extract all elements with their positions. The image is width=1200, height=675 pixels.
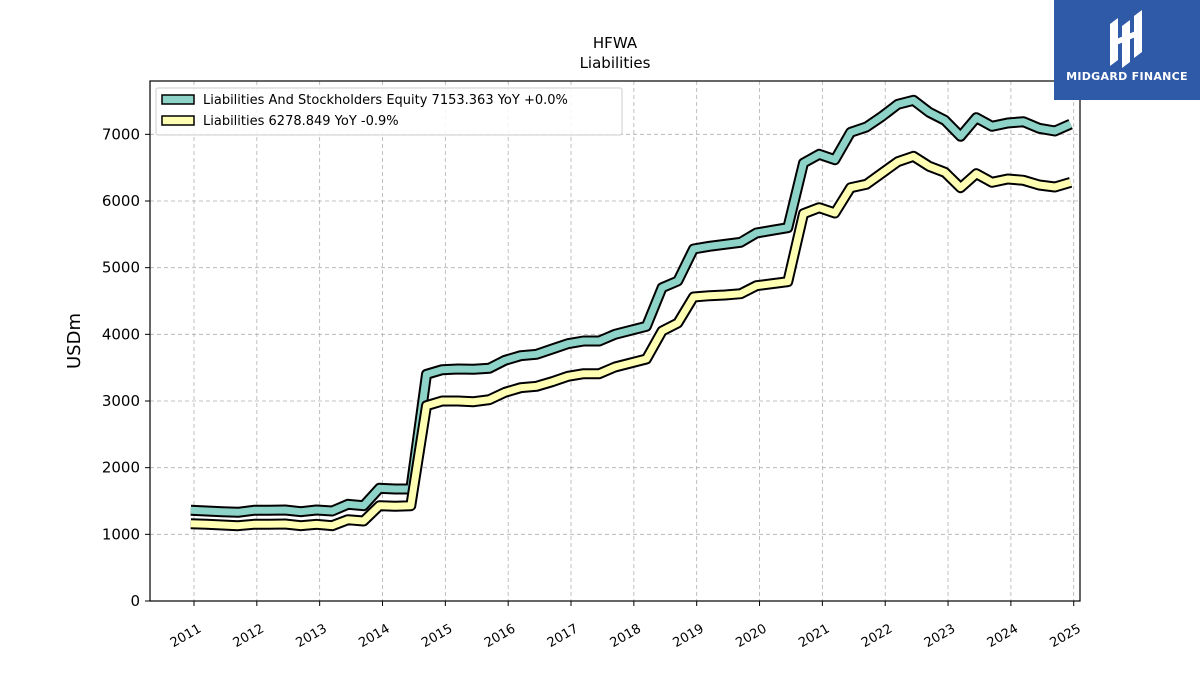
x-tick-label: 2021: [796, 621, 832, 651]
series-outline-1: [190, 150, 1073, 532]
x-tick-label: 2016: [482, 621, 518, 651]
series-line-0: [190, 96, 1073, 516]
y-tick-label: 0: [130, 592, 140, 610]
y-tick-label: 5000: [102, 259, 140, 277]
x-tick-label: 2020: [733, 621, 769, 651]
x-tick-label: 2015: [419, 621, 455, 651]
y-tick-label: 3000: [102, 392, 140, 410]
y-tick-label: 1000: [102, 525, 140, 543]
legend-label-liabilities: Liabilities 6278.849 YoY -0.9%: [203, 114, 399, 129]
chart-title: HFWA: [593, 34, 638, 52]
x-tick-label: 2011: [168, 621, 204, 651]
y-axis: 0 1000 2000 3000 4000 5000 6000 7000: [102, 125, 150, 610]
series-lines: [190, 94, 1073, 532]
x-tick-label: 2023: [922, 621, 958, 651]
legend-swatch-equity: [161, 94, 195, 105]
x-tick-label: 2025: [1048, 621, 1084, 651]
plot-frame: [149, 80, 1081, 602]
x-axis: 2011 2012 2013 2014 2015 2016 2017 2018 2019 2020…: [168, 601, 1084, 651]
midgard-logo-icon: [1110, 10, 1142, 68]
chart-subtitle: Liabilities: [580, 54, 651, 72]
series-outline-0: [190, 94, 1073, 518]
legend: Liabilities And Stockholders Equity 7153…: [155, 87, 623, 136]
legend-label-equity: Liabilities And Stockholders Equity 7153…: [203, 93, 568, 108]
x-tick-label: 2018: [608, 621, 644, 651]
x-tick-label: 2014: [356, 621, 392, 651]
x-tick-label: 2019: [671, 621, 707, 651]
y-axis-label: USDm: [64, 313, 85, 369]
legend-swatch-liabilities: [161, 115, 195, 126]
x-tick-label: 2017: [545, 621, 581, 651]
series-line-1: [190, 152, 1072, 530]
midgard-logo: MIDGARD FINANCE: [1054, 0, 1200, 100]
x-tick-label: 2024: [985, 621, 1021, 651]
x-tick-label: 2012: [231, 621, 267, 651]
logo-text: MIDGARD FINANCE: [1066, 70, 1188, 83]
y-tick-label: 4000: [102, 325, 140, 343]
x-tick-label: 2013: [294, 621, 330, 651]
y-tick-label: 7000: [102, 125, 140, 143]
x-tick-label: 2022: [859, 621, 895, 651]
legend-box: [155, 87, 623, 136]
y-tick-label: 6000: [102, 192, 140, 210]
y-tick-label: 2000: [102, 459, 140, 477]
